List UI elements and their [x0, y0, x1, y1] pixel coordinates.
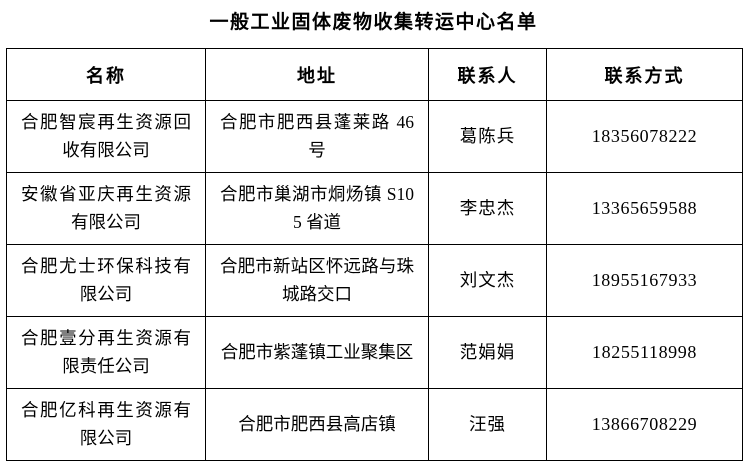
contact-person: 汪强	[469, 413, 506, 434]
cell-phone: 18255118998	[546, 316, 743, 389]
cell-phone: 13866708229	[546, 388, 743, 461]
table-row: 合肥尤士环保科技有限公司 合肥市新站区怀远路与珠城路交口 刘文杰 1895516…	[6, 244, 743, 317]
cell-phone: 18356078222	[546, 100, 743, 173]
cell-contact: 刘文杰	[428, 244, 547, 317]
contact-phone: 18356078222	[591, 125, 698, 146]
cell-address: 合肥市肥西县蓬莱路 46 号	[205, 100, 429, 173]
waste-center-table: 名称 地址 联系人 联系方式 合肥智宸再生资源回收有限公司 合肥市肥西县蓬莱路 …	[6, 48, 743, 461]
column-header-name: 名称	[6, 48, 206, 101]
company-address: 合肥市新站区怀远路与珠城路交口	[220, 256, 414, 304]
company-name: 安徽省亚庆再生资源有限公司	[21, 184, 191, 232]
company-address: 合肥市肥西县蓬莱路 46 号	[220, 112, 414, 160]
table-row: 合肥壹分再生资源有限责任公司 合肥市紫蓬镇工业聚集区 范娟娟 182551189…	[6, 316, 743, 389]
contact-phone: 13365659588	[591, 197, 698, 218]
cell-name: 合肥尤士环保科技有限公司	[6, 244, 206, 317]
table-header-row: 名称 地址 联系人 联系方式	[6, 48, 743, 101]
cell-address: 合肥市肥西县高店镇	[205, 388, 429, 461]
column-header-address: 地址	[205, 48, 429, 101]
column-header-contact: 联系人	[428, 48, 547, 101]
table-row: 安徽省亚庆再生资源有限公司 合肥市巢湖市烔炀镇 S105 省道 李忠杰 1336…	[6, 172, 743, 245]
contact-phone: 13866708229	[591, 413, 698, 434]
contact-phone: 18955167933	[591, 269, 698, 290]
company-address: 合肥市肥西县高店镇	[238, 413, 396, 434]
table-row: 合肥亿科再生资源有限公司 合肥市肥西县高店镇 汪强 13866708229	[6, 388, 743, 461]
contact-phone: 18255118998	[592, 341, 697, 362]
table-body: 合肥智宸再生资源回收有限公司 合肥市肥西县蓬莱路 46 号 葛陈兵 183560…	[6, 100, 743, 461]
cell-address: 合肥市紫蓬镇工业聚集区	[205, 316, 429, 389]
company-name: 合肥亿科再生资源有限公司	[21, 400, 191, 448]
contact-person: 李忠杰	[459, 197, 516, 218]
page-title: 一般工业固体废物收集转运中心名单	[209, 12, 538, 33]
company-name: 合肥尤士环保科技有限公司	[21, 256, 191, 304]
cell-name: 安徽省亚庆再生资源有限公司	[6, 172, 206, 245]
cell-name: 合肥壹分再生资源有限责任公司	[6, 316, 206, 389]
table-container: 名称 地址 联系人 联系方式 合肥智宸再生资源回收有限公司 合肥市肥西县蓬莱路 …	[6, 48, 743, 461]
cell-contact: 汪强	[428, 388, 547, 461]
cell-address: 合肥市新站区怀远路与珠城路交口	[205, 244, 429, 317]
table-header: 名称 地址 联系人 联系方式	[6, 48, 743, 101]
cell-contact: 李忠杰	[428, 172, 547, 245]
company-address: 合肥市紫蓬镇工业聚集区	[220, 341, 414, 362]
contact-person: 刘文杰	[459, 269, 516, 290]
column-header-phone: 联系方式	[546, 48, 743, 101]
cell-name: 合肥智宸再生资源回收有限公司	[6, 100, 206, 173]
company-name: 合肥智宸再生资源回收有限公司	[21, 112, 191, 160]
cell-address: 合肥市巢湖市烔炀镇 S105 省道	[205, 172, 429, 245]
company-name: 合肥壹分再生资源有限责任公司	[21, 328, 191, 376]
cell-contact: 范娟娟	[428, 316, 547, 389]
cell-contact: 葛陈兵	[428, 100, 547, 173]
contact-person: 范娟娟	[459, 341, 516, 362]
cell-name: 合肥亿科再生资源有限公司	[6, 388, 206, 461]
contact-person: 葛陈兵	[459, 125, 516, 146]
cell-phone: 18955167933	[546, 244, 743, 317]
cell-phone: 13365659588	[546, 172, 743, 245]
table-row: 合肥智宸再生资源回收有限公司 合肥市肥西县蓬莱路 46 号 葛陈兵 183560…	[6, 100, 743, 173]
company-address: 合肥市巢湖市烔炀镇 S105 省道	[220, 184, 414, 232]
